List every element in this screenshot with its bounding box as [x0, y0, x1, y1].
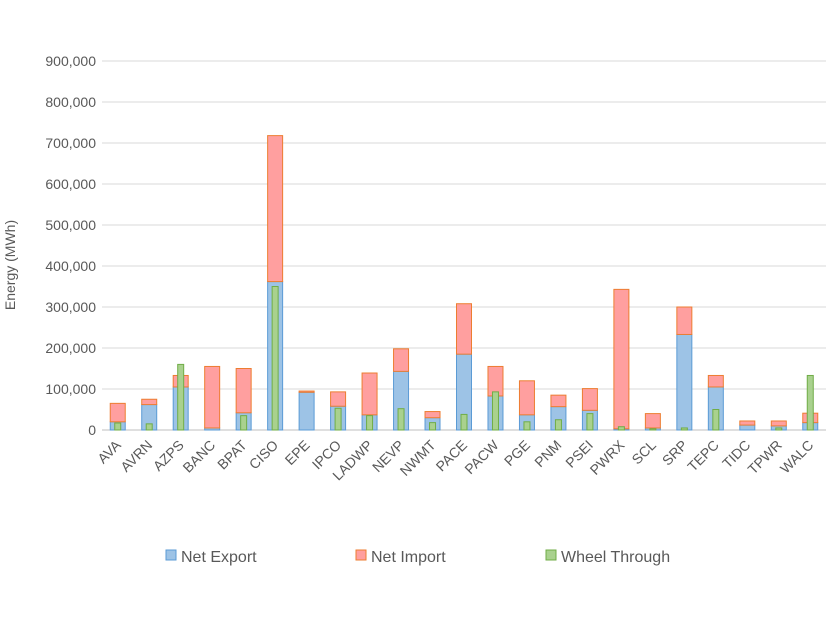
bar-net-import	[739, 420, 756, 426]
bar-net-import	[550, 394, 567, 408]
y-axis-ticks: 0 100,000 200,000 300,000 400,000 500,000 600,…	[45, 53, 96, 438]
bar-wheel-through	[145, 423, 153, 431]
bar-net-import	[393, 348, 410, 372]
y-tick-label: 800,000	[45, 94, 96, 110]
x-tick-label: BPAT	[214, 436, 250, 472]
y-tick-label: 300,000	[45, 299, 96, 315]
bar-net-import	[235, 368, 252, 414]
y-tick-label: 0	[88, 422, 96, 438]
x-tick-label: EPE	[282, 437, 313, 468]
bar-net-import	[298, 390, 315, 393]
x-tick-label: BANC	[179, 437, 218, 476]
y-tick-label: 400,000	[45, 258, 96, 274]
bar-wheel-through	[460, 413, 468, 431]
y-tick-label: 600,000	[45, 176, 96, 192]
bar-wheel-through	[177, 363, 185, 431]
y-axis-title: Energy (MWh)	[2, 220, 18, 310]
bar-net-import	[141, 398, 158, 406]
bar-wheel-through	[554, 419, 562, 431]
bar-wheel-through	[649, 428, 657, 431]
x-tick-label: TPWR	[744, 437, 784, 477]
bar-wheel-through	[491, 391, 499, 431]
gridlines	[102, 60, 826, 431]
bar-wheel-through	[806, 374, 814, 431]
x-tick-label: NWMT	[397, 436, 439, 478]
x-tick-label: TEPC	[684, 437, 722, 475]
bar-net-import	[518, 380, 535, 416]
bar-net-export	[676, 333, 693, 431]
y-tick-label: 500,000	[45, 217, 96, 233]
x-tick-label: PNM	[531, 437, 564, 470]
bar-wheel-through	[240, 415, 248, 431]
legend-swatch	[355, 549, 367, 561]
bar-wheel-through	[366, 415, 374, 431]
bar-net-import	[613, 288, 630, 430]
bar-wheel-through	[271, 286, 279, 431]
bar-net-import	[581, 388, 598, 411]
y-tick-label: 700,000	[45, 135, 96, 151]
bar-wheel-through	[114, 422, 122, 431]
bar-net-export	[739, 424, 756, 431]
y-tick-label: 200,000	[45, 340, 96, 356]
bar-wheel-through	[429, 422, 437, 431]
bar-net-export	[298, 391, 315, 431]
bar-net-import	[361, 372, 378, 416]
y-tick-label: 900,000	[45, 53, 96, 69]
bar-net-import	[330, 391, 347, 407]
bar-net-import	[770, 420, 787, 427]
y-tick-label: 100,000	[45, 381, 96, 397]
bar-wheel-through	[397, 408, 405, 431]
x-tick-label: AZPS	[150, 437, 187, 474]
x-tick-label: WALC	[777, 437, 817, 477]
bars	[109, 135, 819, 431]
legend-label: Net Export	[181, 549, 257, 566]
bar-net-import	[644, 413, 661, 429]
bar-net-import	[109, 402, 126, 423]
bar-wheel-through	[680, 427, 688, 431]
bar-wheel-through	[523, 421, 531, 431]
x-tick-label: CISO	[246, 437, 282, 473]
bar-wheel-through	[775, 427, 783, 431]
bar-net-import	[676, 306, 693, 335]
legend-swatch	[165, 549, 177, 561]
legend-swatch	[545, 549, 557, 561]
bar-net-import	[456, 303, 472, 355]
bar-wheel-through	[334, 407, 342, 431]
x-tick-label: PACW	[461, 436, 502, 477]
bar-wheel-through	[586, 413, 594, 431]
bar-wheel-through	[617, 426, 625, 431]
bar-net-import	[424, 411, 441, 419]
legend-label: Net Import	[371, 549, 446, 566]
x-tick-label: SCL	[628, 437, 659, 468]
x-tick-label: AVRN	[117, 437, 155, 475]
bar-net-import	[267, 135, 284, 283]
x-tick-label: PGE	[501, 437, 533, 469]
legend-label: Wheel Through	[561, 549, 670, 566]
legend: Net Export Net Import Wheel Through	[165, 549, 670, 566]
bar-wheel-through	[712, 409, 720, 431]
bar-net-import	[707, 374, 724, 388]
x-tick-label: PWRX	[587, 436, 628, 477]
bar-net-import	[204, 365, 221, 429]
